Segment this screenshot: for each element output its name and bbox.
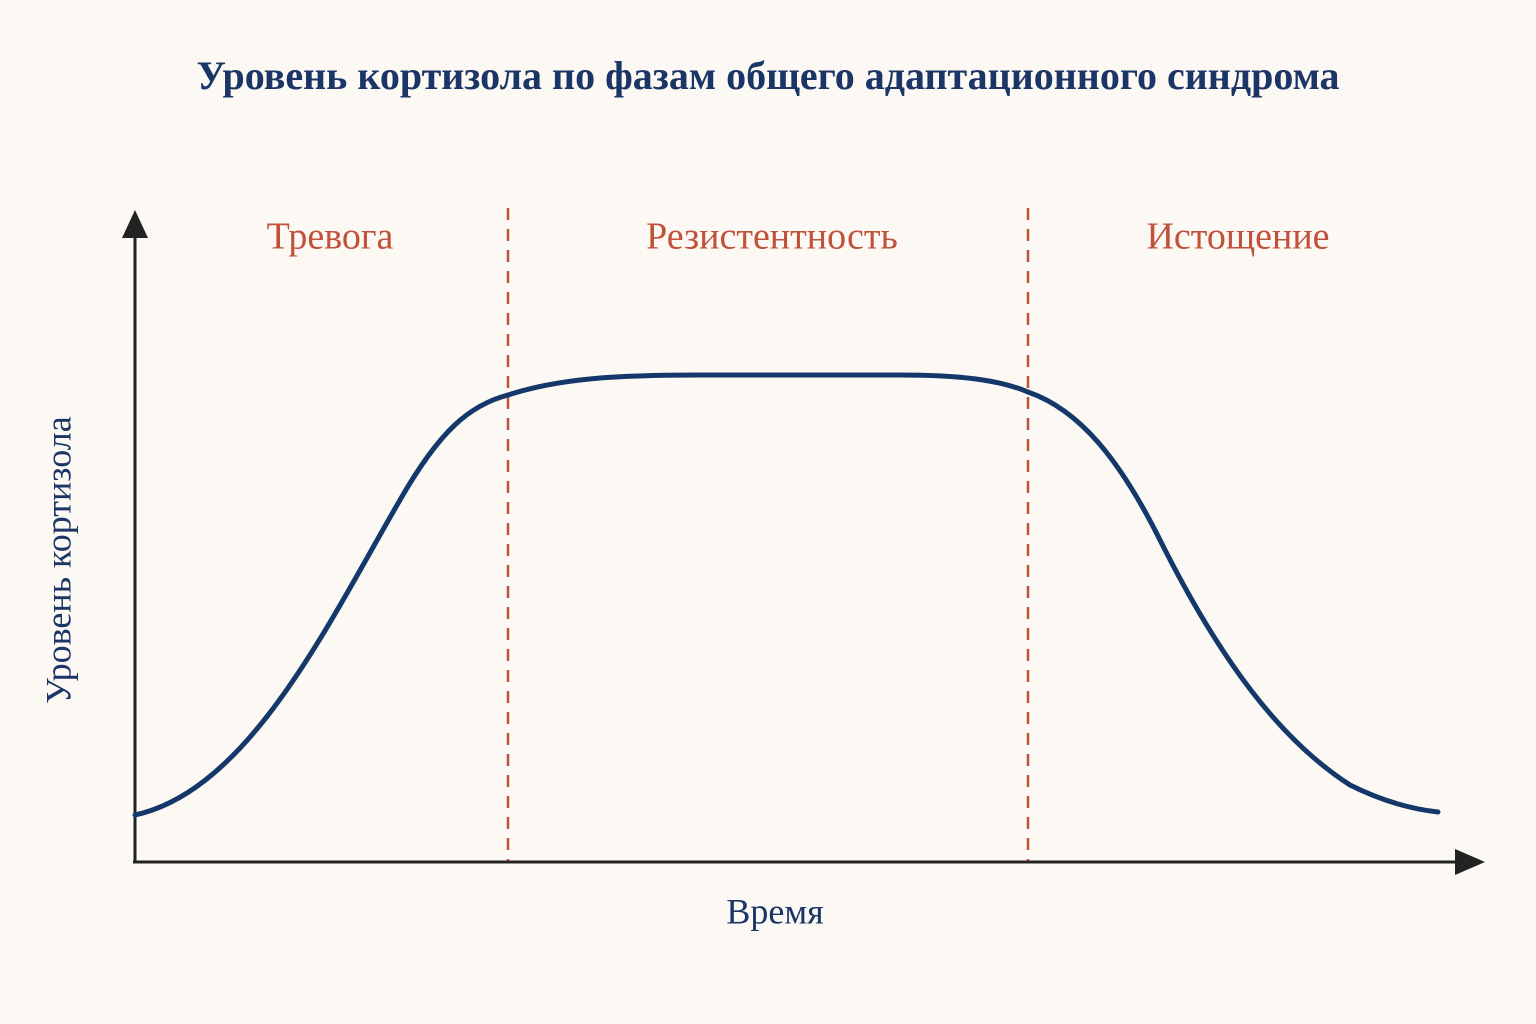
y-axis-arrow — [122, 210, 148, 238]
phase-label: Резистентность — [646, 216, 898, 258]
x-axis-arrow — [1455, 849, 1485, 875]
phase-label: Тревога — [267, 216, 394, 258]
cortisol-curve — [132, 372, 1441, 818]
y-axis-label: Уровень кортизола — [38, 416, 78, 703]
x-axis-label: Время — [726, 891, 823, 931]
title: Уровень кортизола по фазам общего адапта… — [196, 53, 1339, 98]
phase-label: Истощение — [1146, 216, 1329, 258]
